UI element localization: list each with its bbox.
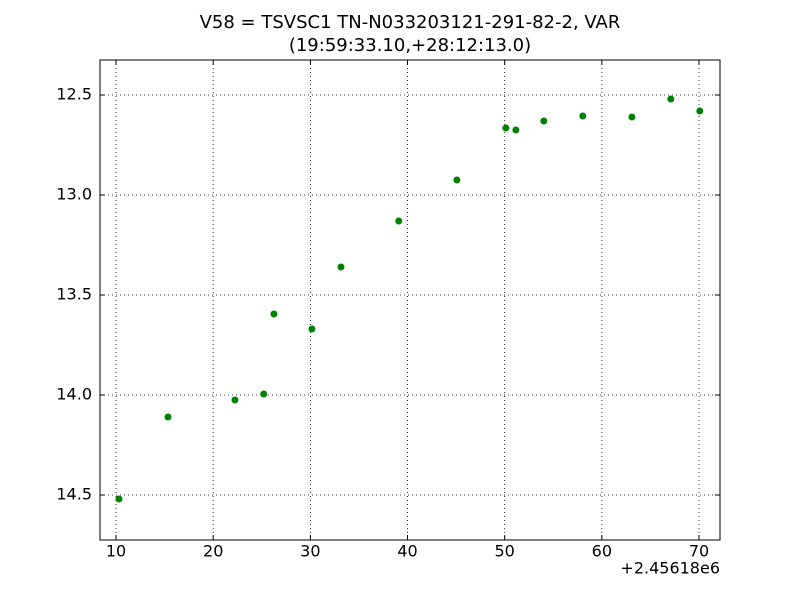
point: [453, 176, 461, 184]
point: [502, 124, 510, 132]
x-tick-label: 40: [397, 542, 417, 561]
point: [628, 113, 636, 121]
x-tick-label: 20: [203, 542, 223, 561]
point: [231, 396, 239, 404]
point: [540, 117, 548, 125]
x-tick-label: 70: [689, 542, 709, 561]
point: [308, 325, 316, 333]
point: [395, 217, 403, 225]
point: [260, 390, 268, 398]
point: [667, 95, 675, 103]
point: [579, 112, 587, 120]
x-offset-label: +2.45618e6: [620, 559, 720, 578]
point: [337, 263, 345, 271]
plot-frame: [99, 59, 721, 541]
y-tick-label: 14.0: [56, 385, 92, 404]
x-tick-label: 10: [106, 542, 126, 561]
point: [696, 107, 704, 115]
x-tick-label: 30: [300, 542, 320, 561]
y-tick-label: 13.0: [56, 185, 92, 204]
y-tick-label: 12.5: [56, 85, 92, 104]
point: [270, 310, 278, 318]
point: [164, 413, 172, 421]
y-tick-label: 13.5: [56, 285, 92, 304]
point: [115, 495, 123, 503]
x-tick-label: 60: [592, 542, 612, 561]
x-tick-label: 50: [495, 542, 515, 561]
y-tick-label: 14.5: [56, 485, 92, 504]
chart-title: V58 = TSVSC1 TN-N033203121-291-82-2, VAR: [200, 12, 621, 33]
chart-subtitle: (19:59:33.10,+28:12:13.0): [289, 35, 531, 56]
point: [512, 126, 520, 134]
